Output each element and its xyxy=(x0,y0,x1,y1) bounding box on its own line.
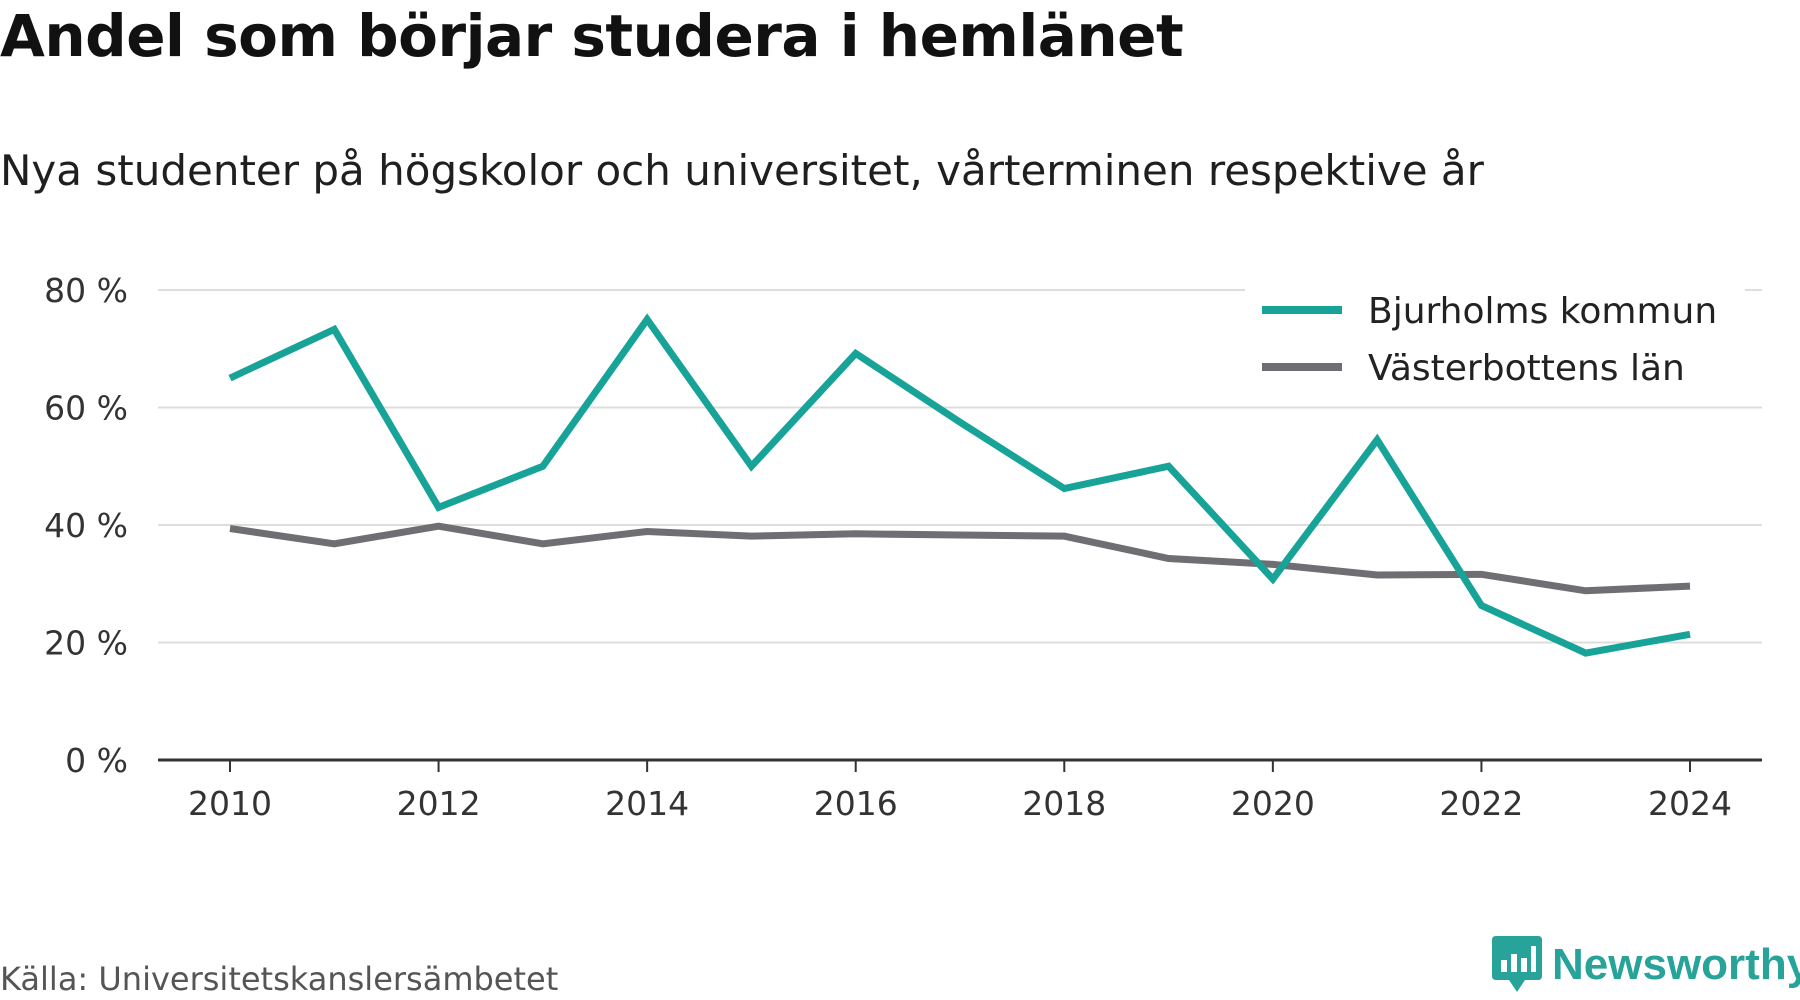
chart-subtitle: Nya studenter på högskolor och universit… xyxy=(0,146,1484,195)
x-tick-label: 2024 xyxy=(1648,784,1732,823)
x-tick-label: 2016 xyxy=(814,784,898,823)
y-tick-label: 80 % xyxy=(44,271,128,310)
legend-background xyxy=(1245,278,1745,400)
series-line-bjurholms-kommun xyxy=(228,313,1691,657)
chart-title: Andel som börjar studera i hemlänet xyxy=(0,2,1184,70)
bar-chart-speech-bubble-icon xyxy=(1492,936,1542,992)
x-tick-label: 2012 xyxy=(397,784,481,823)
x-tick-label: 2010 xyxy=(188,784,272,823)
x-tick-label: 2020 xyxy=(1231,784,1315,823)
y-tick-label: 60 % xyxy=(44,389,128,428)
x-tick-label: 2018 xyxy=(1022,784,1106,823)
brand-name: Newsworthy xyxy=(1552,940,1800,989)
y-tick-label: 0 % xyxy=(65,741,128,780)
x-tick-label: 2014 xyxy=(605,784,689,823)
legend-label: Bjurholms kommun xyxy=(1368,291,1717,332)
y-tick-label: 40 % xyxy=(44,506,128,545)
y-axis-tick-labels: 0 % 20 % 40 % 60 % 80 % xyxy=(44,271,128,780)
x-axis: 2010 2012 2014 2016 2018 2020 2022 2024 xyxy=(158,758,1762,823)
source-note: Källa: Universitetskanslersämbetet xyxy=(0,960,559,998)
legend-label: Västerbottens län xyxy=(1368,348,1685,389)
x-tick-label: 2022 xyxy=(1439,784,1523,823)
legend: Bjurholms kommun Västerbottens län xyxy=(1245,278,1745,400)
y-tick-label: 20 % xyxy=(44,624,128,663)
newsworthy-logo: Newsworthy xyxy=(1492,936,1800,994)
series-lines xyxy=(228,313,1691,657)
series-line-vasterbottens-lan xyxy=(229,522,1691,595)
